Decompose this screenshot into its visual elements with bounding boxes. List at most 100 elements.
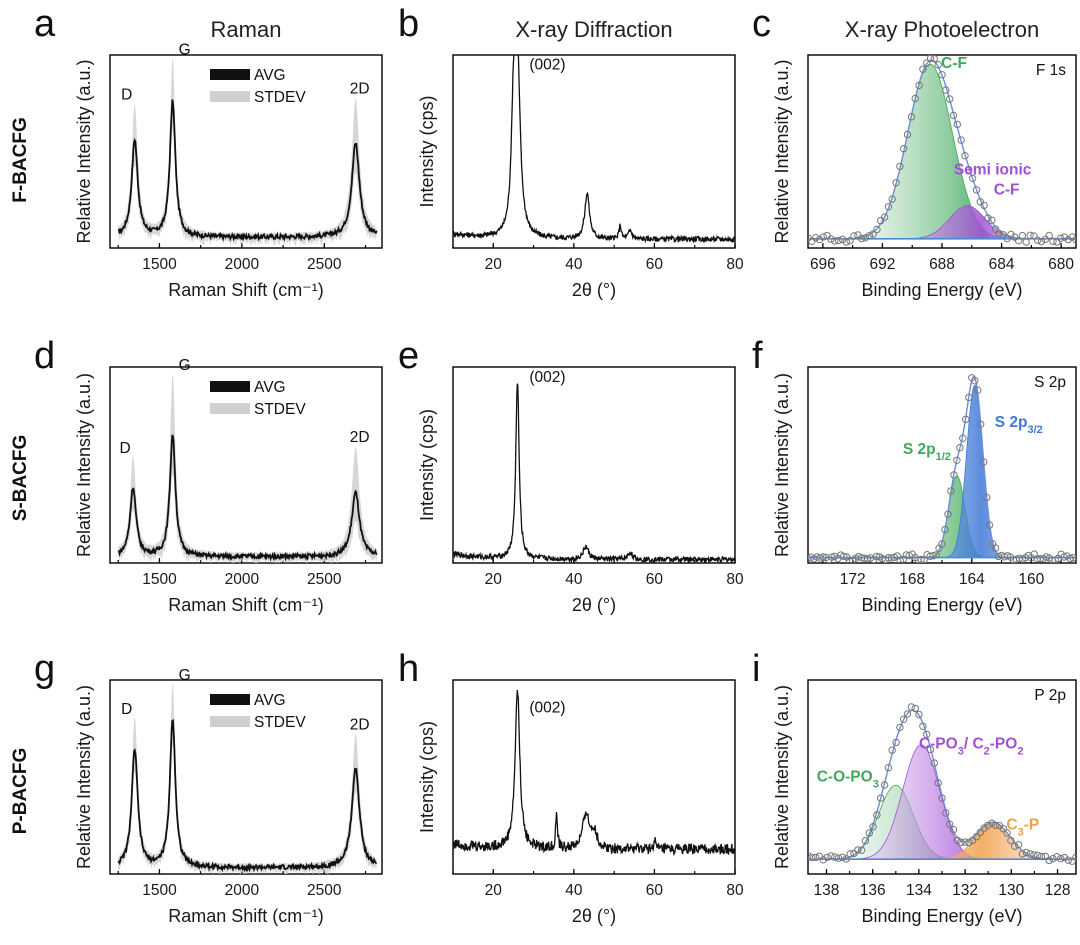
x-tick-label: 132	[952, 882, 978, 899]
legend-swatch-stdev	[210, 403, 250, 414]
plot-area	[117, 58, 378, 247]
data-point	[854, 231, 862, 239]
data-point	[919, 722, 927, 730]
x-tick-label: 20	[485, 571, 503, 588]
data-point	[947, 487, 955, 495]
data-point	[946, 820, 954, 828]
data-point	[1068, 857, 1076, 865]
data-point	[808, 853, 816, 862]
data-point	[944, 510, 952, 518]
data-point	[1053, 238, 1061, 246]
y-axis-label: Intensity (cps)	[417, 721, 437, 833]
legend-label: STDEV	[254, 714, 306, 731]
data-point	[865, 232, 873, 240]
data-point	[956, 444, 964, 452]
x-tick-label: 680	[1048, 256, 1074, 273]
data-point	[831, 853, 839, 861]
data-point	[946, 95, 954, 103]
peak-label: D	[121, 701, 132, 718]
peak-label: G	[179, 42, 191, 59]
component-label: Semi ionic C-F	[954, 161, 1032, 198]
data-point	[1049, 854, 1057, 863]
data-point	[842, 238, 850, 246]
legend-label: STDEV	[254, 89, 306, 106]
plot-area	[808, 374, 1076, 563]
xrd-line	[453, 55, 735, 244]
data-point	[1030, 851, 1038, 859]
data-point	[838, 235, 847, 244]
x-tick-label: 160	[1018, 571, 1044, 588]
data-point	[991, 225, 1000, 233]
data-point	[911, 94, 919, 103]
data-point	[985, 521, 994, 529]
x-tick-label: 692	[870, 256, 896, 273]
data-point	[1034, 851, 1042, 859]
data-point	[1007, 230, 1015, 239]
panel-letter: c	[752, 3, 771, 45]
data-point	[965, 166, 973, 174]
data-point	[831, 237, 839, 245]
plot-frame	[109, 54, 383, 249]
data-point	[1022, 848, 1030, 857]
x-tick-label: 80	[726, 882, 744, 899]
data-point	[911, 704, 919, 713]
data-point	[873, 225, 881, 234]
x-tick-label: 688	[929, 256, 955, 273]
data-point	[934, 779, 942, 787]
data-point	[995, 229, 1004, 238]
data-point	[977, 420, 985, 428]
data-point	[988, 540, 997, 548]
x-axis-label: Binding Energy (eV)	[861, 595, 1022, 615]
legend-label: STDEV	[254, 401, 306, 418]
data-point	[968, 836, 977, 845]
peak-label: 2D	[350, 716, 370, 733]
data-point	[857, 846, 866, 854]
data-point	[907, 703, 916, 711]
data-point	[949, 111, 958, 120]
x-tick-label: 2500	[307, 256, 342, 273]
plot-area	[453, 689, 735, 857]
component-label: C-O-PO3	[817, 769, 879, 791]
data-point	[846, 850, 854, 858]
data-point	[1007, 836, 1015, 845]
data-point	[961, 838, 969, 846]
data-point	[934, 60, 942, 69]
peak-label: G	[179, 357, 191, 374]
data-point	[1003, 829, 1011, 837]
data-point	[983, 493, 991, 502]
data-point	[1053, 853, 1061, 861]
data-point	[831, 552, 839, 561]
data-point	[915, 81, 923, 90]
data-point	[808, 554, 812, 563]
data-point	[980, 458, 988, 466]
data-point	[923, 59, 931, 67]
peak-label: D	[119, 440, 130, 457]
component-label: C-PO3/ C2-PO2	[919, 735, 1024, 757]
y-axis-label: Relative Intensity (a.u.)	[772, 373, 792, 557]
x-tick-label: 128	[1045, 882, 1071, 899]
data-point	[823, 853, 831, 862]
data-point	[877, 216, 885, 225]
legend-swatch-avg	[210, 381, 250, 392]
x-tick-label: 2000	[225, 882, 260, 899]
data-point	[900, 715, 908, 723]
x-tick-label: 164	[959, 571, 985, 588]
panel-c: c 696 692 688 684 680 Binding Energy (eV) Relat…	[752, 3, 1077, 300]
data-point	[865, 829, 873, 837]
data-point	[877, 794, 885, 802]
x-tick-label: 80	[726, 571, 744, 588]
component-label: S 2p1/2	[903, 441, 951, 463]
stdev-band	[118, 58, 377, 247]
core-level-label: P 2p	[1034, 687, 1066, 704]
data-point	[974, 386, 982, 394]
data-point	[972, 186, 981, 194]
data-point	[846, 237, 854, 245]
data-point	[938, 71, 946, 79]
data-point	[1037, 852, 1046, 861]
avg-line	[117, 718, 377, 873]
data-point	[976, 198, 984, 206]
x-axis-label: Raman Shift (cm⁻¹)	[168, 906, 324, 926]
data-point	[961, 152, 969, 160]
data-point	[1057, 854, 1065, 863]
data-point	[949, 826, 958, 834]
